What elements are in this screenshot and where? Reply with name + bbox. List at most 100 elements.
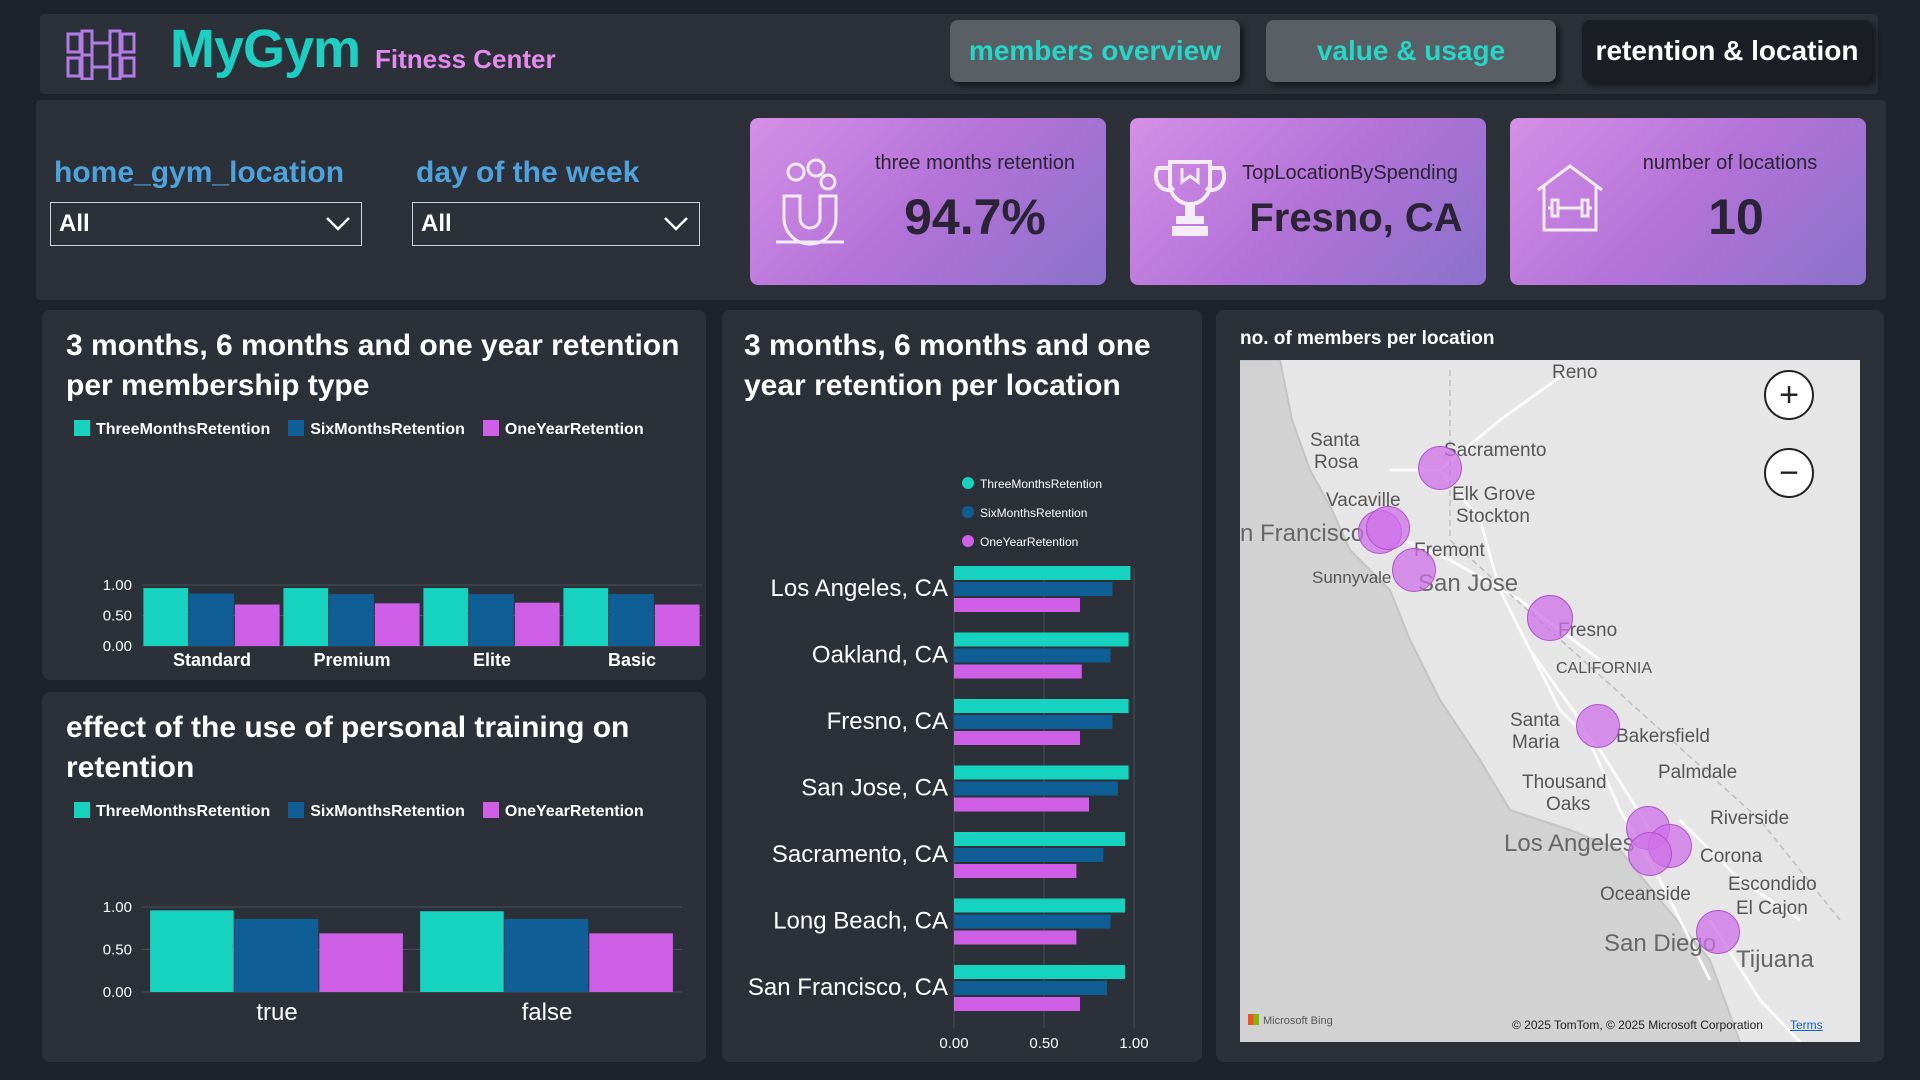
bar [954, 997, 1080, 1011]
location-bubble[interactable] [1392, 548, 1436, 592]
x-tick-label: 0.00 [939, 1035, 968, 1052]
map-label: CALIFORNIA [1556, 660, 1653, 677]
bar [143, 588, 189, 646]
bar [954, 699, 1129, 713]
legend-item: OneYearRetention [962, 528, 1102, 557]
zoom-in-button[interactable]: + [1764, 370, 1814, 420]
map-label: Reno [1552, 362, 1598, 383]
kpi-number-of-locations: number of locations 10 [1510, 118, 1866, 285]
app-title: MyGym [170, 19, 361, 79]
x-tick-label: 1.00 [1119, 1035, 1148, 1052]
location-bubble[interactable] [1628, 832, 1672, 876]
map-label: Bakersfield [1616, 726, 1710, 747]
bar [609, 594, 654, 646]
kpi-value: Fresno, CA [1249, 196, 1463, 240]
legend-item: OneYearRetention [482, 802, 644, 821]
y-tick-label: Long Beach, CA [773, 908, 948, 935]
zoom-out-button[interactable]: − [1764, 448, 1814, 498]
header-bar: MyGym Fitness Center members overview va… [40, 14, 1878, 94]
location-bubble[interactable] [1576, 704, 1620, 748]
kpi-label: TopLocationBySpending [1242, 162, 1458, 184]
bar [954, 664, 1082, 679]
legend-item: ThreeMonthsRetention [74, 802, 270, 821]
x-tick-label: Basic [608, 650, 656, 670]
bar [954, 566, 1131, 580]
map-label: Oceanside [1600, 884, 1691, 905]
location-filter-dropdown[interactable]: All [50, 202, 362, 246]
bar [654, 604, 700, 646]
bar [469, 594, 514, 646]
x-tick-label: true [256, 999, 297, 1026]
personal-training-panel: effect of the use of personal training o… [42, 692, 706, 1062]
map-label: Escondido [1728, 874, 1817, 895]
trophy-icon [1153, 160, 1227, 236]
kpi-value: 10 [1708, 189, 1764, 245]
bar [954, 981, 1107, 995]
y-tick-label: 1.00 [103, 899, 132, 916]
map-label: Santa [1510, 710, 1560, 731]
x-tick-label: false [522, 999, 573, 1026]
map-provider-logo: Microsoft Bing [1248, 1014, 1333, 1027]
panel-title: no. of members per location [1240, 328, 1495, 349]
bar [589, 933, 673, 992]
tab-retention-location[interactable]: retention & location [1582, 20, 1872, 82]
bar [319, 933, 403, 992]
gym-building-icon [1537, 164, 1603, 232]
map-label: Corona [1700, 846, 1763, 867]
day-filter-label: day of the week [416, 156, 640, 189]
bar [954, 832, 1125, 846]
bar [954, 582, 1113, 596]
bar [954, 797, 1089, 812]
bar [189, 593, 234, 646]
day-filter-dropdown[interactable]: All [412, 202, 700, 246]
bar [954, 648, 1111, 663]
map-label: El Cajon [1736, 898, 1808, 919]
bar [954, 781, 1118, 796]
bar [954, 715, 1113, 729]
tab-members-overview[interactable]: members overview [950, 20, 1240, 82]
y-tick-label: 0.50 [103, 608, 132, 625]
personal-training-chart: 0.00 0.50 1.00 true false [103, 899, 682, 1026]
y-tick-label: San Jose, CA [801, 775, 948, 802]
bar [954, 731, 1080, 745]
bar [954, 965, 1125, 979]
panel-title: effect of the use of personal training o… [66, 711, 630, 784]
bar [420, 911, 504, 992]
bar [423, 588, 469, 646]
map-label: Maria [1512, 732, 1560, 753]
location-bubble[interactable] [1366, 506, 1410, 550]
legend-item: ThreeMonthsRetention [74, 420, 270, 439]
members-map[interactable]: + − Reno Santa Rosa Sacramento Vacaville… [1240, 360, 1860, 1042]
y-tick-label: Los Angeles, CA [771, 575, 948, 602]
location-retention-chart: 0.00 0.50 1.00 Los Angeles, CA Oakland, CA Fr… [748, 566, 1149, 1052]
location-bubble[interactable] [1527, 595, 1573, 641]
tab-value-usage[interactable]: value & usage [1266, 20, 1556, 82]
y-tick-label: Fresno, CA [827, 708, 948, 735]
chart-legend: ThreeMonthsRetention SixMonthsRetention … [962, 470, 1102, 557]
membership-retention-chart: 0.00 0.50 1.00 Standard Premium Elite Basic [103, 577, 702, 670]
kpi-value: 94.7% [904, 189, 1046, 245]
map-label: Fresno [1558, 620, 1618, 641]
map-label: Sacramento [1444, 440, 1547, 461]
kpi-label: number of locations [1642, 152, 1818, 174]
legend-item: SixMonthsRetention [288, 802, 465, 821]
bar [514, 602, 560, 646]
bar [234, 918, 319, 992]
map-label: Riverside [1710, 808, 1790, 829]
location-bubble[interactable] [1696, 910, 1740, 954]
bar [504, 918, 589, 992]
bar [283, 588, 329, 646]
bar [954, 930, 1077, 945]
location-bubble[interactable] [1418, 446, 1462, 490]
bar [954, 632, 1129, 647]
map-terms-link[interactable]: Terms [1790, 1018, 1823, 1032]
chevron-down-icon [664, 217, 688, 231]
bar [150, 910, 234, 992]
magnet-icon [776, 158, 844, 246]
membership-retention-panel: 3 months, 6 months and one year retentio… [42, 310, 706, 680]
kpi-label: three months retention [874, 152, 1076, 174]
map-label: Rosa [1314, 452, 1359, 473]
map-attribution: © 2025 TomTom, © 2025 Microsoft Corporat… [1512, 1018, 1763, 1032]
panel-title: 3 months, 6 months and one year retentio… [744, 329, 1151, 402]
kpi-top-location-by-spending: TopLocationBySpending Fresno, CA [1130, 118, 1486, 285]
